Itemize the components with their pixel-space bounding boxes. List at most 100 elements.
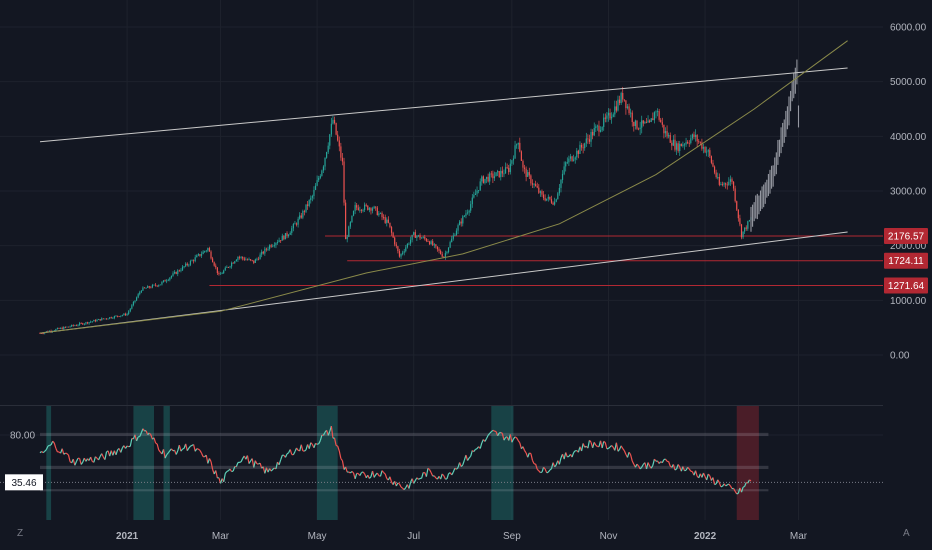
y-tick-label: 0.00 — [890, 351, 910, 362]
candle-body — [295, 223, 298, 225]
candle-body — [294, 223, 296, 225]
candle-body — [340, 146, 342, 158]
oscillator-segment — [207, 458, 211, 464]
oscillator-segment — [94, 456, 98, 459]
oscillator-segment — [104, 451, 108, 460]
oscillator-segment — [617, 449, 621, 452]
oscillator-segment — [725, 484, 728, 487]
candle-body — [552, 202, 554, 205]
oscillator-segment — [384, 473, 388, 479]
candle-body — [123, 313, 125, 316]
oscillator-segment — [418, 477, 421, 480]
oscillator-segment — [164, 454, 168, 459]
oscillator-segment — [549, 468, 552, 471]
oscillator-segment — [552, 462, 556, 468]
candle-body — [308, 200, 310, 206]
candle-body — [682, 144, 684, 147]
candle-body — [219, 273, 222, 275]
oscillator-segment — [492, 429, 495, 432]
candle-body — [288, 234, 290, 237]
candle-body — [440, 250, 442, 255]
candle-body — [707, 150, 709, 152]
oscillator-segment — [584, 445, 587, 448]
candle-body — [72, 324, 74, 326]
oscillator-segment — [588, 439, 592, 443]
oscillator-segment — [620, 445, 624, 449]
candle-body — [284, 233, 287, 240]
candle-body — [102, 318, 104, 320]
candle-body — [178, 270, 180, 272]
oscillator-segment — [503, 437, 507, 441]
oscillator-segment — [362, 471, 366, 475]
highlight-zone — [163, 406, 170, 520]
candle-body — [740, 224, 743, 238]
candle-body — [283, 235, 285, 240]
candle-body — [83, 323, 85, 325]
oscillator-segment — [376, 472, 380, 477]
time-axis[interactable]: 2021 Mar May Jul Sep Nov 2022 Mar — [116, 531, 808, 542]
oscillator-segment — [593, 441, 597, 446]
candle-body — [173, 271, 176, 274]
oscillator-segment — [200, 452, 204, 457]
oscillator-segment — [80, 461, 84, 465]
candle-body — [237, 256, 239, 260]
oscillator-segment — [337, 445, 340, 452]
oscillator-segment — [49, 444, 52, 446]
candle-body — [316, 180, 318, 186]
oscillator-segment — [471, 450, 475, 453]
oscillator-segment — [486, 435, 489, 439]
candle-body — [441, 254, 443, 257]
oscillator-segment — [140, 428, 144, 433]
oscillator-segment — [441, 473, 445, 477]
oscillator-segment — [408, 482, 412, 489]
oscillator-segment — [595, 444, 598, 447]
oscillator-segment — [709, 475, 712, 481]
oscillator-segment — [543, 466, 546, 470]
oscillator-segment — [714, 483, 717, 486]
candle-body — [142, 287, 144, 291]
candle-body — [607, 112, 610, 116]
candle-body — [218, 273, 220, 274]
candle-body — [175, 271, 177, 274]
oscillator-segment — [729, 485, 733, 489]
candle-body — [215, 265, 217, 268]
oscillator-segment — [653, 458, 657, 462]
candle-body — [67, 326, 70, 328]
candle-body — [696, 135, 698, 142]
candle-body — [666, 131, 668, 137]
oscillator-segment — [430, 472, 434, 477]
candle-body — [77, 325, 79, 326]
candle-body — [533, 184, 535, 185]
price-axis[interactable]: 6000.00 5000.00 4000.00 3000.00 2000.00 1000.… — [10, 23, 927, 442]
candle-body — [181, 266, 184, 271]
oscillator-segment — [44, 449, 47, 452]
oscillator-segment — [341, 460, 345, 470]
candle-body — [109, 317, 111, 319]
curve-line — [39, 40, 848, 334]
candle-body — [335, 123, 337, 135]
price-level-tags: 2176.57 1724.11 1271.64 — [884, 228, 928, 294]
candle-body — [387, 219, 389, 223]
candle-body — [647, 120, 649, 123]
timezone-icon[interactable]: Z — [17, 528, 24, 539]
oscillator-segment — [512, 436, 516, 440]
candle-body — [535, 184, 537, 187]
candle-body — [468, 210, 470, 213]
oscillator-segment — [197, 448, 201, 451]
oscillator-pane: 35.46 — [0, 406, 883, 520]
candle-body — [207, 248, 209, 251]
candle-body — [544, 198, 546, 201]
candle-body — [59, 327, 62, 329]
oscillator-segment — [427, 467, 430, 471]
candle-body — [729, 179, 732, 182]
candle-body — [332, 119, 334, 124]
candle-body — [577, 150, 579, 154]
candle-body — [250, 259, 252, 261]
candle-body — [557, 193, 559, 200]
auto-scale-icon[interactable]: A — [903, 528, 910, 539]
candle-body — [660, 119, 662, 123]
oscillator-segment — [514, 436, 517, 439]
candle-body — [362, 209, 364, 211]
oscillator-segment — [148, 432, 152, 436]
candle-body — [91, 321, 93, 323]
